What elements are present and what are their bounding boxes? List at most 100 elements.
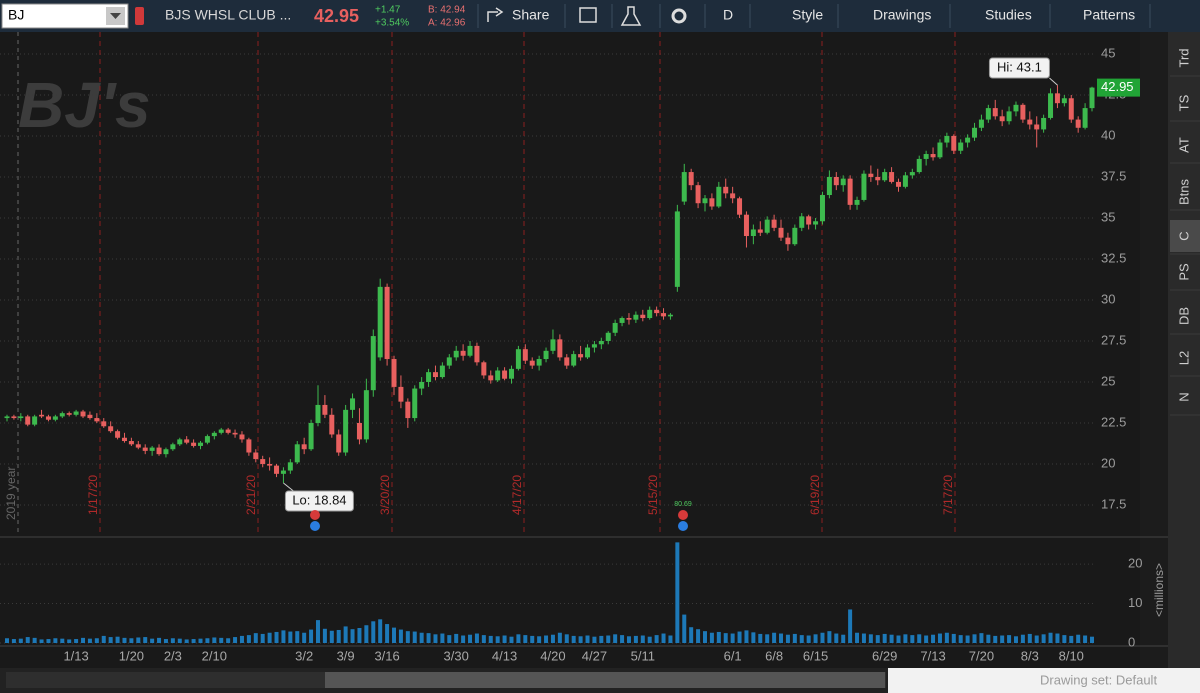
volume-bar [205,638,210,643]
volume-bar [440,633,445,643]
x-tick-label: 4/20 [540,648,565,663]
volume-bar [516,634,521,643]
sidebar-tab[interactable]: Btns [1176,178,1191,205]
dividend-icon[interactable] [678,521,688,531]
volume-bar [654,635,659,643]
y-tick-label: 40 [1101,127,1115,142]
volume-bar [910,635,915,643]
candle-body [647,309,653,319]
candle-body [716,186,722,207]
candle-body [287,462,293,471]
toolbar-button[interactable]: Share [512,7,550,23]
notes-icon[interactable] [579,7,597,23]
volume-bar [371,621,376,643]
volume-bar [806,635,811,643]
x-tick-label: 3/16 [374,648,399,663]
flask-icon[interactable] [620,6,642,26]
volume-bar [758,633,763,643]
volume-bar [1013,636,1018,643]
earnings-icon[interactable] [310,510,320,520]
candle-body [992,108,998,117]
toolbar-button[interactable]: Patterns [1083,7,1135,23]
toolbar-button[interactable]: Style [792,7,823,23]
candle-body [619,318,625,323]
candle-body [965,137,971,143]
sidebar-tab[interactable]: DB [1176,307,1191,325]
event-label: 6/19/20 [808,475,822,515]
dividend-label: 80.69 [674,501,692,508]
y-tick-label: 45 [1101,45,1115,60]
candle-body [522,349,528,361]
volume-bar [322,628,327,643]
sidebar-tab[interactable]: L2 [1176,351,1191,365]
toolbar-button[interactable]: Studies [985,7,1032,23]
symbol[interactable]: BJ [8,7,24,23]
volume-tick-label: 20 [1128,556,1142,571]
event-label: 3/20/20 [378,475,392,515]
candle-body [377,286,383,358]
volume-bar [668,635,673,643]
sidebar-tab[interactable]: N [1176,392,1191,401]
volume-bar [848,609,853,643]
volume-bar [53,638,58,643]
x-tick-label: 4/27 [582,648,607,663]
candle-body [819,195,825,222]
x-tick-label: 6/29 [872,648,897,663]
candle-body [757,229,763,233]
volume-bar [260,633,265,643]
sidebar-tab[interactable]: TS [1176,94,1191,111]
candle-body [274,465,280,474]
candle-body [170,444,176,450]
candle-body [329,414,335,435]
volume-bar [1027,633,1032,643]
volume-bar [792,633,797,643]
volume-bar [737,631,742,643]
toolbar-button[interactable]: Drawings [873,7,931,23]
volume-bar [868,634,873,643]
drawing-set[interactable]: Drawing set: Default [1040,672,1157,687]
sidebar-tab[interactable]: PS [1176,263,1191,281]
volume-bar [571,635,576,643]
volume-bar [772,632,777,643]
candle-body [135,444,141,448]
volume-bar [18,638,23,643]
candle-body [771,219,777,228]
earnings-icon[interactable] [678,510,688,520]
volume-bar [640,635,645,643]
candle-body [204,436,210,443]
volume-bar [578,636,583,643]
share-icon[interactable] [487,7,504,22]
candle-body [370,336,376,391]
volume-bar [129,638,134,643]
candle-body [232,432,238,435]
volume-bar [405,631,410,643]
dividend-icon[interactable] [310,521,320,531]
scroll-thumb[interactable] [325,672,885,688]
candle-body [930,154,936,158]
sidebar-tab[interactable]: Trd [1176,48,1191,67]
candle-body [495,370,501,381]
sidebar-tab[interactable]: AT [1176,137,1191,153]
candle-body [654,309,660,314]
volume-bar [239,635,244,643]
volume-bar [896,635,901,643]
volume-bar [94,638,99,643]
toolbar-button[interactable]: D [723,7,733,23]
volume-bar [861,633,866,643]
candle-body [695,185,701,204]
candle-body [87,414,93,419]
candle-body [398,386,404,402]
link-indicator[interactable] [135,7,144,25]
x-tick-label: 4/13 [492,648,517,663]
candle-body [1054,93,1060,104]
sidebar-tab[interactable]: C [1176,231,1191,240]
candle-body [115,431,121,438]
candle-body [972,127,978,138]
settings-icon[interactable] [671,8,687,24]
volume-bar [302,632,307,643]
x-tick-label: 1/20 [119,648,144,663]
volume-bar [343,626,348,643]
candle-body [826,176,832,196]
candle-body [840,178,846,186]
